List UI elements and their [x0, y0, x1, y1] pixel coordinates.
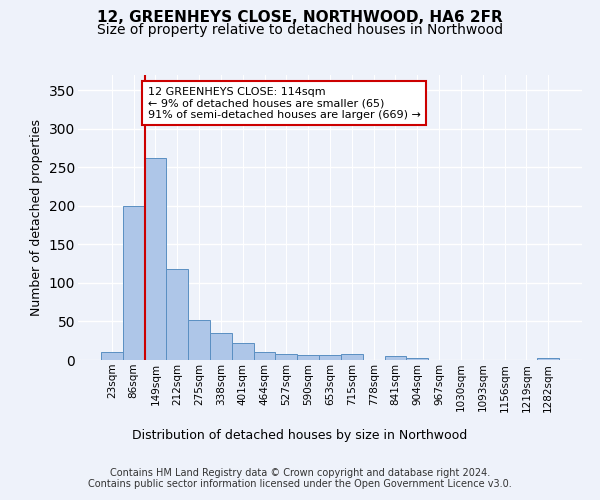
Bar [537, 358, 559, 360]
Bar [123, 206, 145, 360]
Bar [188, 320, 210, 360]
Text: Distribution of detached houses by size in Northwood: Distribution of detached houses by size … [133, 428, 467, 442]
Bar [145, 158, 166, 360]
Text: Contains public sector information licensed under the Open Government Licence v3: Contains public sector information licen… [88, 479, 512, 489]
Bar [297, 356, 319, 360]
Text: 12 GREENHEYS CLOSE: 114sqm
← 9% of detached houses are smaller (65)
91% of semi-: 12 GREENHEYS CLOSE: 114sqm ← 9% of detac… [148, 86, 421, 120]
Text: 12, GREENHEYS CLOSE, NORTHWOOD, HA6 2FR: 12, GREENHEYS CLOSE, NORTHWOOD, HA6 2FR [97, 10, 503, 25]
Text: Size of property relative to detached houses in Northwood: Size of property relative to detached ho… [97, 23, 503, 37]
Bar [101, 352, 123, 360]
Text: Contains HM Land Registry data © Crown copyright and database right 2024.: Contains HM Land Registry data © Crown c… [110, 468, 490, 477]
Y-axis label: Number of detached properties: Number of detached properties [30, 119, 43, 316]
Bar [275, 354, 297, 360]
Bar [254, 352, 275, 360]
Bar [406, 358, 428, 360]
Bar [319, 354, 341, 360]
Bar [232, 343, 254, 360]
Bar [210, 333, 232, 360]
Bar [166, 269, 188, 360]
Bar [385, 356, 406, 360]
Bar [341, 354, 363, 360]
